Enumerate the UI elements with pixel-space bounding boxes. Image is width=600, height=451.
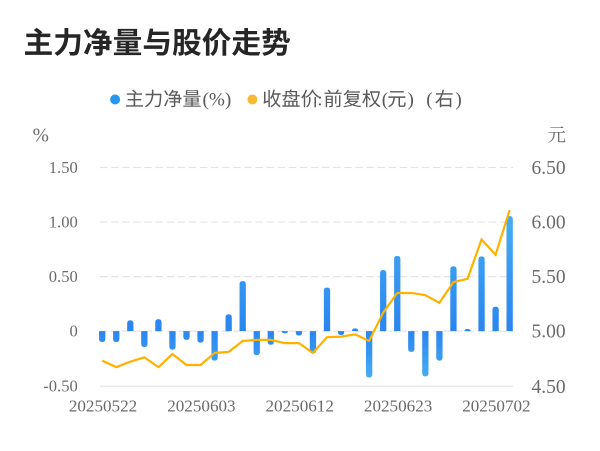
svg-text:): ): [408, 90, 414, 111]
svg-text:20250522: 20250522: [69, 396, 137, 415]
svg-text:6.50: 6.50: [532, 158, 566, 179]
svg-text:20250612: 20250612: [266, 396, 334, 415]
svg-text:0: 0: [70, 322, 78, 341]
svg-text:6.00: 6.00: [532, 213, 566, 234]
svg-text:1.00: 1.00: [49, 212, 78, 231]
svg-text:%: %: [33, 125, 49, 146]
svg-text:): ): [455, 90, 461, 111]
svg-text:20250623: 20250623: [364, 396, 432, 415]
svg-text:20250702: 20250702: [462, 396, 530, 415]
svg-text:(: (: [426, 90, 432, 111]
svg-text:5.00: 5.00: [532, 322, 566, 343]
svg-text:0.50: 0.50: [49, 267, 78, 286]
svg-text:4.50: 4.50: [532, 377, 566, 398]
svg-text:-0.50: -0.50: [43, 377, 78, 396]
svg-text:1.50: 1.50: [49, 158, 78, 177]
svg-text::: :: [317, 90, 322, 111]
svg-text:(%): (%): [203, 90, 232, 111]
svg-text:5.50: 5.50: [532, 267, 566, 288]
svg-text:(: (: [382, 90, 388, 111]
svg-text:20250603: 20250603: [167, 396, 235, 415]
